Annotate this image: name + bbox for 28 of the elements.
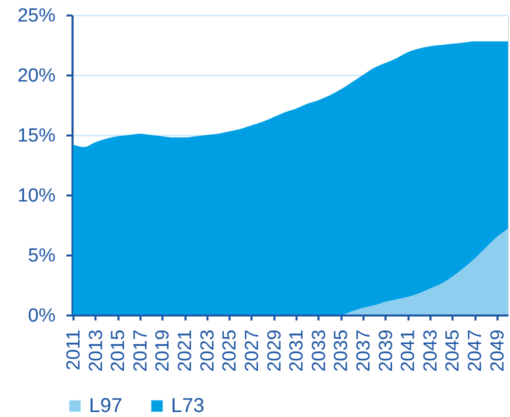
y-tick-label: 10%	[17, 186, 56, 206]
y-tick-label: 5%	[28, 246, 56, 266]
x-tick-label: 2017	[130, 330, 152, 372]
legend-label: L73	[171, 395, 204, 417]
x-tick-label: 2049	[487, 330, 508, 372]
x-tick-label: 2021	[175, 330, 196, 372]
x-tick-label: 2041	[398, 330, 420, 372]
x-tick-label: 2023	[197, 330, 218, 372]
x-tick-label: 2015	[108, 330, 130, 372]
legend-label: L97	[89, 395, 122, 417]
x-tick-label: 2019	[152, 330, 174, 372]
x-tick-label: 2031	[286, 330, 308, 372]
x-tick-label: 2033	[308, 330, 330, 372]
x-tick-label: 2043	[420, 330, 442, 372]
x-tick-label: 2025	[220, 330, 241, 372]
x-tick-label: 2045	[442, 330, 464, 372]
x-tick-label: 2035	[331, 330, 352, 372]
x-tick-label: 2013	[86, 330, 107, 372]
x-tick-label: 2037	[354, 330, 374, 372]
x-tick-label: 2029	[264, 330, 286, 372]
x-tick-label: 2047	[465, 330, 486, 372]
y-tick-label: 0%	[28, 306, 56, 326]
x-tick-label: 2011	[64, 330, 84, 370]
y-tick-label: 15%	[17, 126, 56, 146]
x-tick-label: 2027	[242, 330, 263, 372]
x-tick-label: 2039	[376, 330, 397, 372]
y-tick-label: 25%	[17, 6, 56, 26]
y-tick-label: 20%	[17, 66, 56, 86]
